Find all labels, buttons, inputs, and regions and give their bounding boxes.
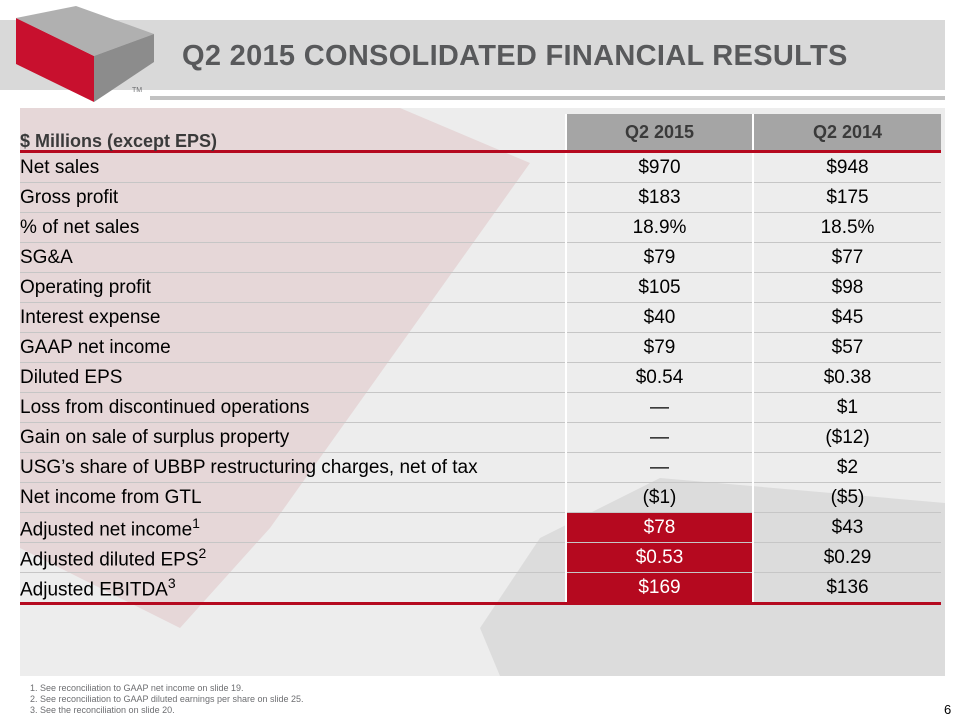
- row-label-cell: Gross profit: [20, 182, 566, 213]
- logo-top-face: [16, 6, 154, 56]
- row-label: Net income from GTL: [20, 487, 202, 508]
- footnote: 2. See reconciliation to GAAP diluted ea…: [30, 694, 304, 704]
- value-q2-2015: $0.53: [565, 542, 753, 573]
- table-row: SG&A $79 $77: [20, 242, 941, 273]
- row-label-cell: Net sales: [20, 151, 566, 183]
- value-q2-2015: ($1): [565, 482, 753, 513]
- value-q2-2014: $77: [752, 242, 941, 273]
- header-band: [0, 20, 945, 90]
- footnote-marker: 1: [192, 514, 200, 531]
- row-label-cell: Net income from GTL: [20, 482, 566, 513]
- row-label: Gain on sale of surplus property: [20, 427, 290, 448]
- row-label: Adjusted net income: [20, 519, 193, 541]
- company-logo: TM: [16, 6, 154, 102]
- row-label: Diluted EPS: [20, 367, 123, 388]
- table-row: Adjusted diluted EPS2 $0.53 $0.29: [20, 542, 941, 573]
- value-q2-2015: $183: [565, 182, 753, 213]
- row-label-cell: Adjusted diluted EPS2: [20, 542, 566, 573]
- value-q2-2014: $948: [752, 151, 941, 183]
- logo-trademark: TM: [132, 87, 142, 94]
- row-label-cell: % of net sales: [20, 212, 566, 243]
- page-number: 6: [944, 702, 952, 717]
- value-q2-2014: $175: [752, 182, 941, 213]
- table-row: Interest expense $40 $45: [20, 302, 941, 333]
- table-row: Gain on sale of surplus property — ($12): [20, 422, 941, 453]
- value-q2-2014: ($12): [752, 422, 941, 453]
- row-label-cell: Interest expense: [20, 302, 566, 333]
- value-q2-2015: $79: [565, 242, 753, 273]
- row-label: GAAP net income: [20, 337, 171, 358]
- row-label: Gross profit: [20, 187, 119, 208]
- table-header-label: $ Millions (except EPS): [20, 114, 566, 153]
- row-label-cell: Adjusted EBITDA3: [20, 572, 566, 605]
- table-row: Loss from discontinued operations — $1: [20, 392, 941, 423]
- table-row: Operating profit $105 $98: [20, 272, 941, 303]
- value-q2-2014: $45: [752, 302, 941, 333]
- value-q2-2014: $1: [752, 392, 941, 423]
- logo-side-face: [94, 34, 154, 102]
- row-label-cell: Diluted EPS: [20, 362, 566, 393]
- table-body: Net sales $970 $948 Gross profit $183 $175% o…: [20, 151, 941, 605]
- value-q2-2015: $105: [565, 272, 753, 303]
- table-row: GAAP net income $79 $57: [20, 332, 941, 363]
- table-row: % of net sales 18.9% 18.5%: [20, 212, 941, 243]
- value-q2-2015: $79: [565, 332, 753, 363]
- row-label: Adjusted EBITDA: [20, 579, 168, 601]
- row-label-cell: Loss from discontinued operations: [20, 392, 566, 423]
- financial-results-table: $ Millions (except EPS) Q2 2015 Q2 2014 …: [20, 114, 941, 605]
- row-label: Net sales: [20, 157, 100, 178]
- table-row: Diluted EPS $0.54 $0.38: [20, 362, 941, 393]
- table-header-row: $ Millions (except EPS) Q2 2015 Q2 2014: [20, 114, 941, 153]
- table-row: USG’s share of UBBP restructuring charge…: [20, 452, 941, 483]
- table-row: Adjusted EBITDA3 $169 $136: [20, 572, 941, 605]
- value-q2-2015: $40: [565, 302, 753, 333]
- value-q2-2014: ($5): [752, 482, 941, 513]
- row-label: USG’s share of UBBP restructuring charge…: [20, 457, 478, 478]
- footnote-marker: 2: [198, 544, 207, 561]
- row-label-cell: Gain on sale of surplus property: [20, 422, 566, 453]
- logo-red-face: [16, 18, 94, 102]
- table-row: Net income from GTL ($1) ($5): [20, 482, 941, 513]
- row-label: SG&A: [20, 247, 73, 268]
- row-label-cell: SG&A: [20, 242, 566, 273]
- footnotes: 1. See reconciliation to GAAP net income…: [30, 683, 304, 716]
- value-q2-2015: 18.9%: [565, 212, 753, 243]
- value-q2-2014: $98: [752, 272, 941, 303]
- value-q2-2014: 18.5%: [752, 212, 941, 243]
- footnote-marker: 3: [167, 574, 176, 591]
- table-row: Adjusted net income1 $78 $43: [20, 512, 941, 543]
- row-label: Interest expense: [20, 307, 161, 328]
- row-label-cell: USG’s share of UBBP restructuring charge…: [20, 452, 566, 483]
- value-q2-2015: $169: [565, 572, 753, 605]
- value-q2-2014: $0.38: [752, 362, 941, 393]
- row-label-cell: GAAP net income: [20, 332, 566, 363]
- value-q2-2015: $970: [565, 151, 753, 183]
- row-label: Loss from discontinued operations: [20, 397, 310, 418]
- column-header-q2-2014: Q2 2014: [752, 114, 941, 153]
- value-q2-2014: $2: [752, 452, 941, 483]
- footnote: 3. See the reconciliation on slide 20.: [30, 705, 175, 715]
- value-q2-2015: —: [565, 452, 753, 483]
- row-label-cell: Operating profit: [20, 272, 566, 303]
- header-rule: [150, 96, 945, 100]
- value-q2-2015: —: [565, 392, 753, 423]
- column-header-q2-2015: Q2 2015: [565, 114, 753, 153]
- table-row: Net sales $970 $948: [20, 151, 941, 183]
- row-label-cell: Adjusted net income1: [20, 512, 566, 543]
- value-q2-2015: —: [565, 422, 753, 453]
- value-q2-2014: $57: [752, 332, 941, 363]
- table-row: Gross profit $183 $175: [20, 182, 941, 213]
- value-q2-2014: $136: [752, 572, 941, 605]
- value-q2-2014: $43: [752, 512, 941, 543]
- value-q2-2015: $78: [565, 512, 753, 543]
- value-q2-2015: $0.54: [565, 362, 753, 393]
- value-q2-2014: $0.29: [752, 542, 941, 573]
- row-label: Adjusted diluted EPS: [20, 549, 199, 571]
- row-label: Operating profit: [20, 277, 151, 298]
- slide-title: Q2 2015 CONSOLIDATED FINANCIAL RESULTS: [182, 40, 848, 72]
- footnote: 1. See reconciliation to GAAP net income…: [30, 683, 244, 693]
- row-label: % of net sales: [20, 217, 140, 238]
